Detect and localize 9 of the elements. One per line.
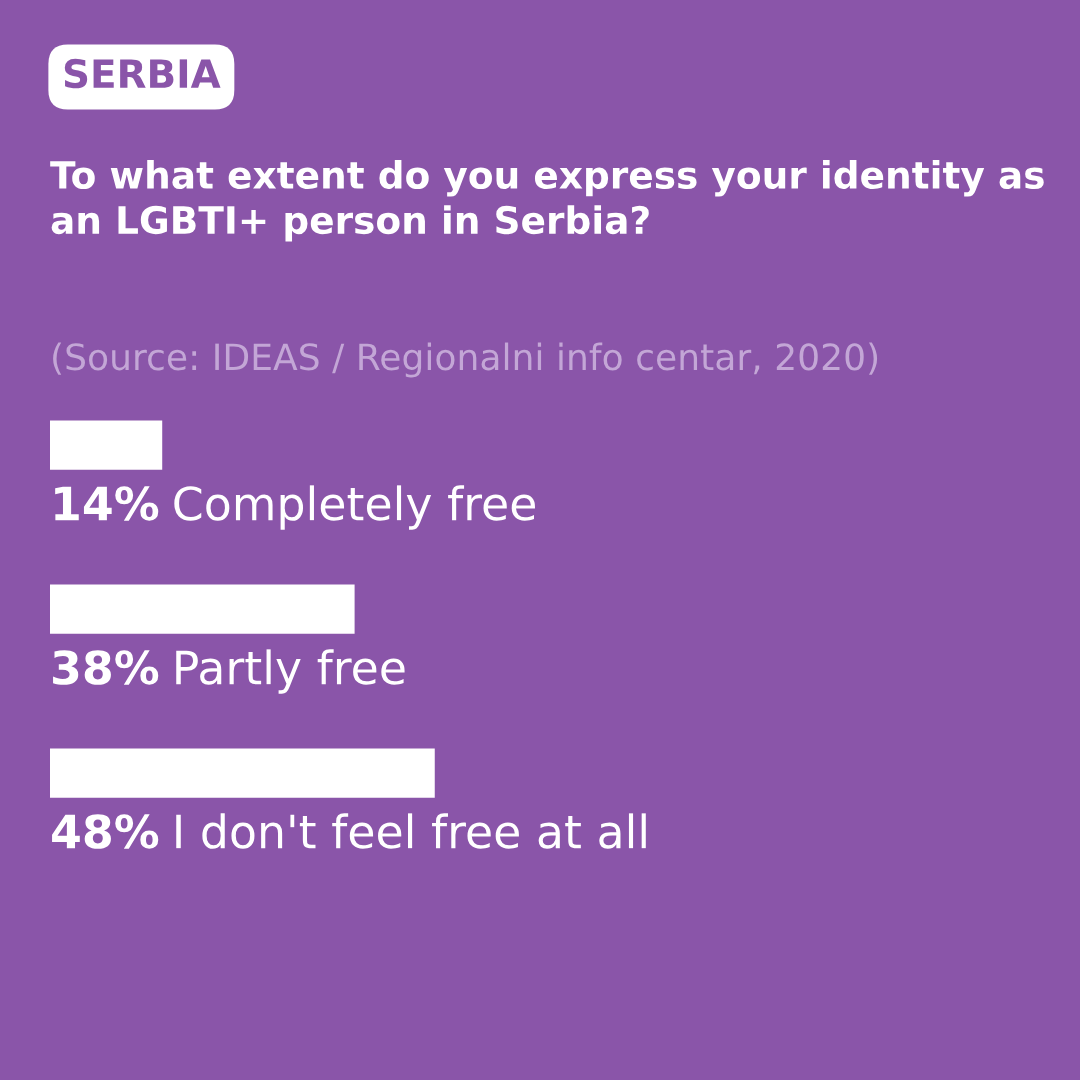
text: To what extent do you express your identity as an LGBTI+ person in Serbia?: [50, 160, 1044, 242]
text: SERBIA: [64, 58, 221, 89]
y-tick-label: Partly free: [176, 649, 405, 694]
data-label: 48%: [52, 814, 159, 849]
y-tick-label: Completely free: [174, 485, 535, 530]
text: (Source: IDEAS / Regionalni info centar, 2020): [53, 342, 878, 378]
data-label: 14%: [55, 486, 159, 521]
y-tick-label: I don't feel free at all: [176, 813, 646, 849]
data-label: 38%: [53, 650, 159, 685]
